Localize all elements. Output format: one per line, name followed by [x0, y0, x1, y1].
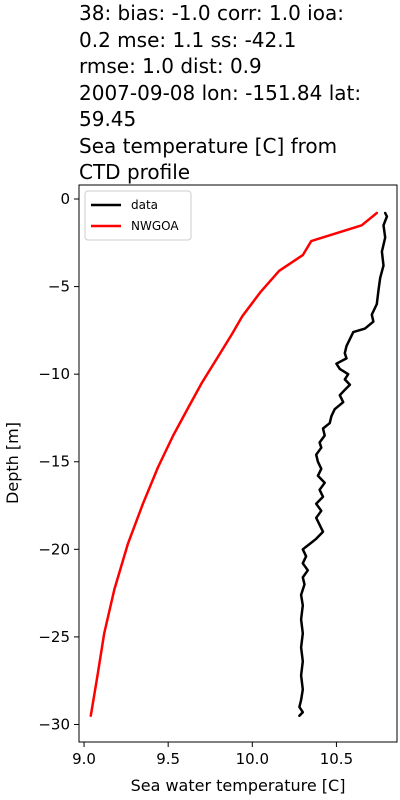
y-tick-label: −30 [38, 715, 70, 733]
axis-layer: 9.0 9.5 10.0 10.5 0 −5 −10 −15 −20 −25 −30 [38, 190, 353, 768]
chart-title-line: Sea temperature [C] from [79, 133, 338, 158]
legend: data NWGOA [84, 190, 192, 241]
chart-title-line: rmse: 1.0 dist: 0.9 [79, 54, 262, 78]
chart-title-line: 0.2 mse: 1.1 ss: -42.1 [79, 27, 297, 52]
legend-box [84, 190, 192, 241]
y-tick-label: −10 [38, 365, 70, 383]
y-tick-label: 0 [60, 190, 70, 208]
legend-label-nwgoa: NWGOA [131, 219, 179, 233]
plot-frame [78, 184, 398, 743]
x-tick-label: 10.5 [320, 750, 353, 768]
y-tick-label: −5 [48, 278, 70, 296]
series-line-nwgoa [89, 211, 379, 717]
y-tick-label: −20 [38, 540, 70, 558]
chart-title-line: 59.45 [79, 107, 137, 131]
x-tick-label: 10.0 [236, 750, 269, 768]
series-line-data [298, 211, 389, 717]
chart-title: 38: bias: -1.0 corr: 1.0 ioa: 0.2 mse: 1… [79, 0, 397, 186]
x-tick-label: 9.0 [72, 750, 96, 768]
chart-title-line: 2007-09-08 lon: -151.84 lat: [79, 80, 362, 105]
chart-title-line: CTD profile [79, 160, 191, 184]
x-axis-label: Sea water temperature [C] [131, 776, 346, 795]
chart-title-line: 38: bias: -1.0 corr: 1.0 ioa: [79, 1, 344, 25]
y-axis-label: Depth [m] [3, 422, 22, 504]
y-tick-label: −25 [38, 628, 70, 646]
series-layer [89, 211, 389, 717]
legend-label-data: data [131, 198, 158, 212]
plot-area [79, 185, 397, 742]
y-tick-label: −15 [38, 453, 70, 471]
x-tick-label: 9.5 [156, 750, 180, 768]
